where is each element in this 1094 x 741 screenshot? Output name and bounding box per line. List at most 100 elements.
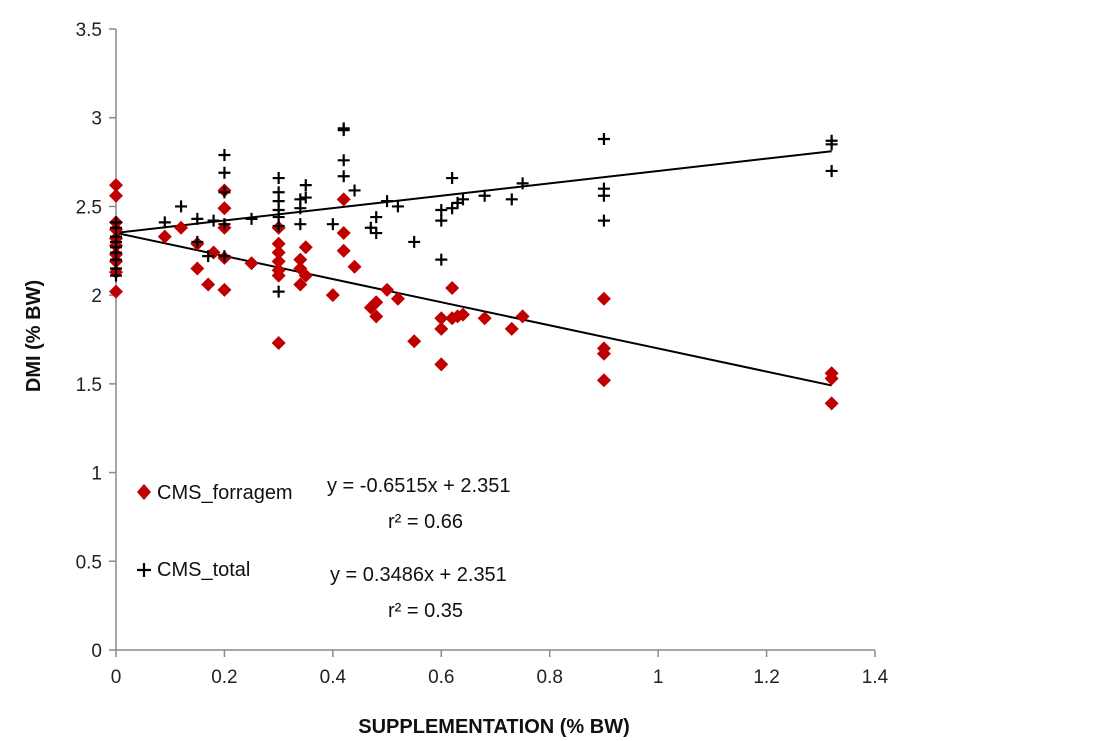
data-point-cms-total: [202, 250, 215, 263]
data-point-cms-forragem: [271, 245, 286, 260]
data-point-cms-forragem: [434, 357, 449, 372]
y-tick-label: 1.5: [76, 375, 102, 396]
legend-plus-marker: [137, 563, 151, 577]
r2-cms-total: r² = 0.35: [388, 600, 463, 622]
data-point-cms-total: [191, 235, 204, 248]
data-point-cms-total: [348, 184, 361, 197]
y-tick-label: 0: [91, 641, 102, 662]
data-point-cms-forragem: [434, 311, 449, 326]
y-tick-label: 3: [91, 109, 102, 130]
data-point-cms-total: [272, 172, 285, 185]
data-point-cms-forragem: [347, 259, 362, 274]
data-point-cms-forragem: [217, 201, 232, 216]
data-point-cms-total: [272, 285, 285, 298]
data-point-cms-forragem: [325, 288, 340, 303]
trendline-cms-total: [115, 150, 832, 234]
x-axis-title: SUPPLEMENTATION (% BW): [358, 716, 629, 738]
data-point-cms-total: [456, 193, 469, 206]
data-point-cms-total: [218, 250, 231, 263]
legend-item-cms-forragem: CMS_forragem: [137, 482, 293, 504]
data-point-cms-total: [158, 216, 171, 229]
data-point-cms-total: [364, 221, 377, 234]
y-axis-title: DMI (% BW): [23, 280, 45, 392]
y-tick-label: 2.5: [76, 197, 102, 218]
data-point-cms-forragem: [336, 243, 351, 258]
data-point-cms-forragem: [293, 277, 308, 292]
data-point-cms-forragem: [407, 334, 422, 349]
data-point-cms-forragem: [336, 192, 351, 207]
x-tick-label: 1.2: [753, 667, 779, 688]
data-point-cms-total: [516, 177, 529, 190]
x-tick-label: 0.8: [537, 667, 563, 688]
data-point-cms-forragem: [445, 281, 460, 296]
legend-label-cms-total: CMS_total: [157, 559, 250, 581]
data-point-cms-total: [294, 202, 307, 215]
data-point-cms-forragem: [336, 226, 351, 241]
x-tick-label: 0.2: [211, 667, 237, 688]
data-point-cms-forragem: [298, 240, 313, 255]
data-point-cms-forragem: [380, 282, 395, 297]
data-point-cms-forragem: [298, 268, 313, 283]
data-point-cms-forragem: [824, 396, 839, 411]
series-cms-forragem-points: [109, 178, 839, 411]
legend-item-cms-total: CMS_total: [137, 559, 250, 581]
data-point-cms-total: [191, 212, 204, 225]
data-point-cms-total: [825, 138, 838, 151]
data-point-cms-forragem: [190, 261, 205, 276]
y-tick-label: 3.5: [76, 20, 102, 41]
data-point-cms-forragem: [293, 252, 308, 267]
data-point-cms-total: [326, 218, 339, 231]
data-point-cms-total: [218, 186, 231, 199]
data-point-cms-total: [381, 195, 394, 208]
equation-cms-forragem: y = -0.6515x + 2.351: [327, 475, 510, 497]
data-point-cms-total: [435, 253, 448, 266]
data-point-cms-total: [391, 200, 404, 213]
data-point-cms-total: [218, 218, 231, 231]
data-point-cms-forragem: [596, 346, 611, 361]
data-point-cms-total: [825, 164, 838, 177]
data-point-cms-total: [245, 212, 258, 225]
y-tick-label: 1: [91, 464, 102, 485]
data-point-cms-forragem: [515, 309, 530, 324]
data-point-cms-total: [294, 218, 307, 231]
data-point-cms-forragem: [390, 291, 405, 306]
data-point-cms-forragem: [824, 371, 839, 386]
data-point-cms-forragem: [596, 291, 611, 306]
data-point-cms-forragem: [109, 284, 123, 299]
data-point-cms-forragem: [109, 178, 123, 193]
x-tick-label: 0: [111, 667, 122, 688]
trendlines: [115, 150, 832, 387]
data-point-cms-total: [446, 172, 459, 185]
data-point-cms-forragem: [271, 336, 286, 351]
data-point-cms-forragem: [271, 254, 286, 269]
data-point-cms-forragem: [217, 282, 232, 297]
data-point-cms-forragem: [596, 373, 611, 388]
data-point-cms-forragem: [369, 309, 384, 324]
data-point-cms-forragem: [271, 268, 286, 283]
data-point-cms-forragem: [174, 220, 189, 235]
y-tick-label: 0.5: [76, 552, 102, 573]
equation-cms-total: y = 0.3486x + 2.351: [330, 564, 507, 586]
data-point-cms-total: [337, 124, 350, 137]
x-tick-label: 1.4: [862, 667, 889, 688]
trendline-cms-forragem: [115, 231, 832, 387]
data-point-cms-forragem: [157, 229, 172, 244]
data-point-cms-total: [370, 211, 383, 224]
equation-annotations: y = -0.6515x + 2.351 r² = 0.66 y = 0.348…: [327, 475, 510, 622]
data-point-cms-forragem: [244, 256, 259, 271]
data-point-cms-forragem: [201, 277, 216, 292]
data-point-cms-total: [408, 235, 421, 248]
x-axis-ticks: 0 0.2 0.4 0.6 0.8 1 1.2 1.4: [111, 650, 889, 688]
data-point-cms-total: [110, 269, 122, 282]
data-point-cms-total: [272, 219, 285, 232]
data-point-cms-total: [478, 189, 491, 202]
x-tick-label: 1: [653, 667, 664, 688]
data-point-cms-total: [505, 193, 518, 206]
data-point-cms-total: [337, 154, 350, 167]
data-point-cms-forragem: [434, 321, 449, 336]
data-point-cms-total: [597, 214, 610, 227]
y-tick-label: 2: [91, 286, 102, 307]
data-point-cms-forragem: [109, 188, 123, 203]
data-point-cms-total: [435, 214, 448, 227]
data-point-cms-total: [218, 166, 231, 179]
